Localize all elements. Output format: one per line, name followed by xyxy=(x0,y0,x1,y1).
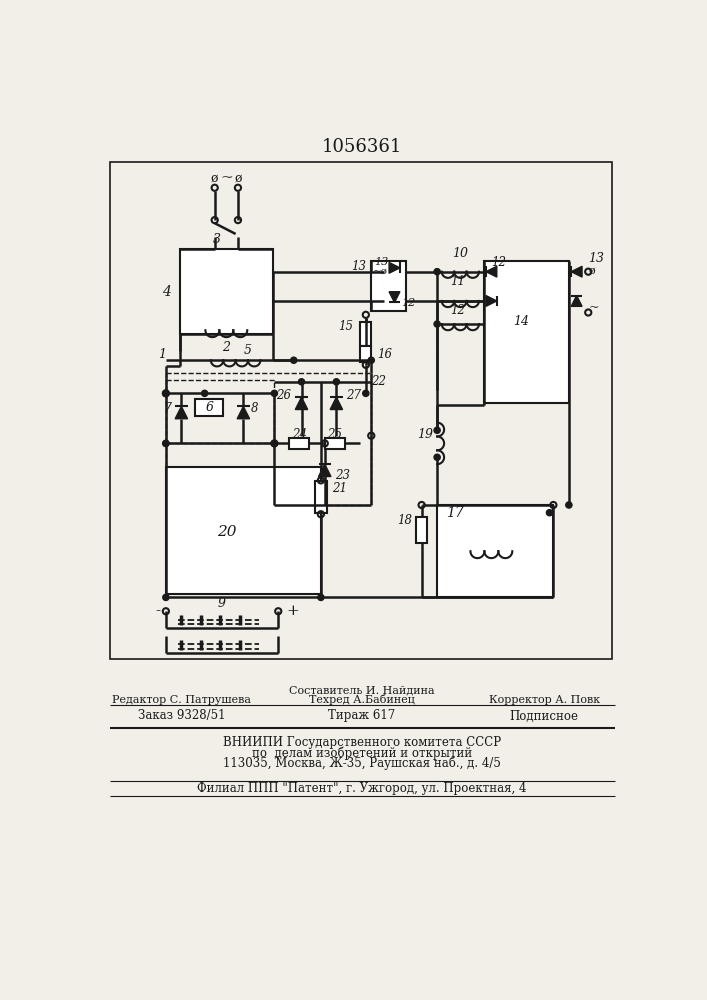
Circle shape xyxy=(271,390,277,396)
Text: 19: 19 xyxy=(417,428,433,441)
Bar xyxy=(325,438,345,449)
Text: 25: 25 xyxy=(327,428,342,441)
Text: 27: 27 xyxy=(346,389,361,402)
Text: 23: 23 xyxy=(335,469,350,482)
Polygon shape xyxy=(389,292,400,302)
Bar xyxy=(361,322,371,346)
Circle shape xyxy=(201,390,208,396)
Bar xyxy=(180,249,273,334)
Polygon shape xyxy=(175,406,187,419)
Polygon shape xyxy=(330,397,343,410)
Circle shape xyxy=(163,390,169,396)
Text: 18: 18 xyxy=(397,514,412,527)
Text: 16: 16 xyxy=(377,348,392,361)
Text: Составитель И. Найдина: Составитель И. Найдина xyxy=(289,686,435,696)
Bar xyxy=(289,438,309,449)
Text: ø: ø xyxy=(211,172,218,185)
Text: ~ø: ~ø xyxy=(373,266,388,275)
Circle shape xyxy=(434,454,440,460)
Text: 11: 11 xyxy=(450,275,465,288)
Text: 21: 21 xyxy=(332,482,348,495)
Bar xyxy=(166,373,371,505)
Polygon shape xyxy=(389,262,400,273)
Text: 13: 13 xyxy=(588,252,604,265)
Text: 5: 5 xyxy=(243,344,251,357)
Text: ø: ø xyxy=(588,265,595,275)
Text: ~: ~ xyxy=(588,301,599,314)
Text: 15: 15 xyxy=(339,320,354,333)
Polygon shape xyxy=(571,296,582,306)
Text: 1: 1 xyxy=(158,348,166,361)
Text: Тираж 617: Тираж 617 xyxy=(328,709,396,722)
Text: по  делам изобретений и открытий: по делам изобретений и открытий xyxy=(252,746,472,760)
Bar xyxy=(371,261,406,311)
Bar xyxy=(437,505,554,597)
Text: 113035, Москва, Ж-35, Раушская наб., д. 4/5: 113035, Москва, Ж-35, Раушская наб., д. … xyxy=(223,757,501,770)
Text: Техред А.Бабинец: Техред А.Бабинец xyxy=(309,694,415,705)
Text: 6: 6 xyxy=(205,401,214,414)
Text: 14: 14 xyxy=(513,315,529,328)
Circle shape xyxy=(298,379,305,385)
Circle shape xyxy=(317,594,324,600)
Text: 9: 9 xyxy=(218,597,226,610)
Text: 13: 13 xyxy=(351,260,366,273)
Circle shape xyxy=(163,594,169,600)
Polygon shape xyxy=(486,296,497,306)
Bar xyxy=(416,517,427,543)
Text: Подписное: Подписное xyxy=(510,709,578,722)
Circle shape xyxy=(434,321,440,327)
Circle shape xyxy=(368,357,374,363)
Text: 12: 12 xyxy=(402,298,416,308)
Bar xyxy=(166,380,274,443)
Text: 20: 20 xyxy=(216,525,236,539)
Polygon shape xyxy=(571,266,582,277)
Text: 26: 26 xyxy=(276,389,291,402)
Text: Редактор С. Патрушева: Редактор С. Патрушева xyxy=(112,695,251,705)
Text: 12: 12 xyxy=(491,256,507,269)
Circle shape xyxy=(434,269,440,275)
Bar xyxy=(484,261,569,403)
Circle shape xyxy=(363,390,369,396)
Text: +: + xyxy=(286,604,299,618)
Polygon shape xyxy=(319,464,331,477)
Circle shape xyxy=(291,357,297,363)
Text: ВНИИПИ Государственного комитета СССР: ВНИИПИ Государственного комитета СССР xyxy=(223,736,501,749)
Bar xyxy=(361,346,371,362)
Polygon shape xyxy=(296,397,308,410)
Circle shape xyxy=(333,379,339,385)
Bar xyxy=(195,399,223,416)
Text: 12: 12 xyxy=(450,304,465,317)
Text: 2: 2 xyxy=(222,341,230,354)
Circle shape xyxy=(163,440,169,446)
Text: 10: 10 xyxy=(452,247,468,260)
Text: 22: 22 xyxy=(371,375,386,388)
Bar xyxy=(315,481,327,513)
Text: Заказ 9328/51: Заказ 9328/51 xyxy=(138,709,225,722)
Circle shape xyxy=(163,440,169,446)
Text: 8: 8 xyxy=(251,402,259,415)
Text: 4: 4 xyxy=(162,285,170,299)
Text: 24: 24 xyxy=(292,428,307,441)
Text: Филиал ППП "Патент", г. Ужгород, ул. Проектная, 4: Филиал ППП "Патент", г. Ужгород, ул. Про… xyxy=(197,782,527,795)
Circle shape xyxy=(271,440,277,446)
Text: 7: 7 xyxy=(163,402,171,415)
Text: 17: 17 xyxy=(446,506,464,520)
Text: ø: ø xyxy=(234,172,242,185)
Bar xyxy=(166,466,321,594)
Text: 13: 13 xyxy=(374,257,388,267)
Polygon shape xyxy=(486,266,497,277)
Text: 3: 3 xyxy=(213,233,221,246)
Text: -: - xyxy=(156,604,160,618)
Polygon shape xyxy=(237,406,250,419)
Text: Корректор А. Повк: Корректор А. Повк xyxy=(489,695,600,705)
Text: ~: ~ xyxy=(220,172,233,186)
Circle shape xyxy=(434,427,440,433)
Circle shape xyxy=(566,502,572,508)
Text: 1056361: 1056361 xyxy=(322,138,402,156)
Circle shape xyxy=(547,510,553,516)
Bar xyxy=(110,162,612,659)
